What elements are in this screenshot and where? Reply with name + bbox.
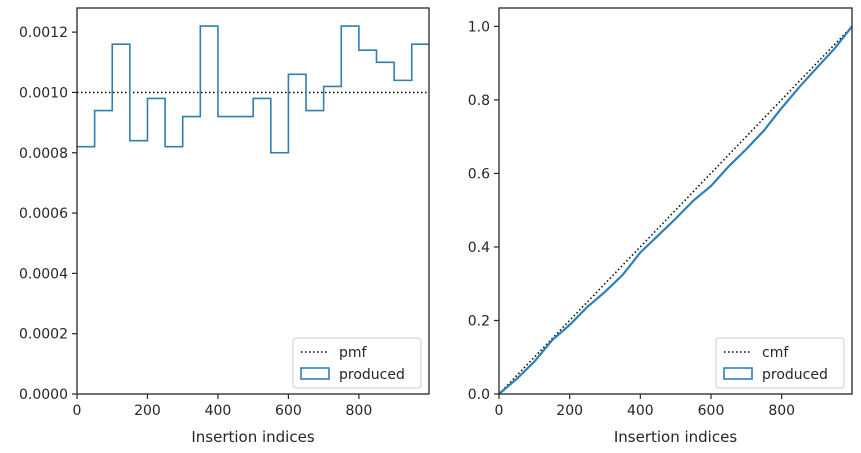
y-tick-label: 0.0008 <box>19 146 68 162</box>
x-tick-label: 0 <box>495 403 504 419</box>
y-tick-label: 0.0 <box>468 387 490 403</box>
y-tick-label: 0.8 <box>468 93 490 109</box>
x-tick-label: 600 <box>698 403 725 419</box>
y-tick-label: 0.2 <box>468 313 490 329</box>
y-tick-label: 0.0000 <box>19 387 68 403</box>
x-axis-label: Insertion indices <box>614 428 737 446</box>
y-tick-label: 0.0002 <box>19 327 68 343</box>
legend-label-produced: produced <box>762 367 828 383</box>
y-tick-label: 1.0 <box>468 19 490 35</box>
y-tick-label: 0.0012 <box>19 25 68 41</box>
chart-panel-1: 0 200 400 600 800 0.0000 0.0002 0.0004 0.0006 0.0… <box>19 7 430 446</box>
x-tick-label: 200 <box>556 403 583 419</box>
legend-box <box>292 337 422 389</box>
legend: pmf produced <box>292 337 422 389</box>
y-tick-label: 0.4 <box>468 240 490 256</box>
x-tick-label: 400 <box>627 403 654 419</box>
legend-label-pmf: pmf <box>339 345 368 361</box>
axes-frame <box>76 7 430 395</box>
series-produced-line <box>498 25 853 395</box>
series-cmf-line <box>498 25 853 395</box>
y-tick-label: 0.0006 <box>19 206 68 222</box>
axes-frame <box>498 7 853 395</box>
series-produced-line <box>77 25 430 154</box>
y-tick-label: 0.0004 <box>19 266 68 282</box>
legend-label-cmf: cmf <box>762 345 789 361</box>
x-axis-label: Insertion indices <box>191 428 314 446</box>
x-tick-label: 800 <box>768 403 795 419</box>
x-tick-label: 0 <box>73 403 82 419</box>
x-tick-label: 600 <box>275 403 302 419</box>
x-tick-label: 400 <box>205 403 232 419</box>
y-tick-label: 0.0010 <box>19 85 68 101</box>
chart-panel-2: 0 200 400 600 800 0.0 0.2 0.4 0.6 0.8 1.0 Insertion… <box>468 7 853 446</box>
legend-swatch-produced <box>723 367 753 380</box>
x-tick-label: 200 <box>134 403 161 419</box>
legend: cmf produced <box>715 337 845 389</box>
legend-label-produced: produced <box>339 367 405 383</box>
legend-swatch-produced <box>300 367 330 380</box>
legend-box <box>715 337 845 389</box>
x-tick-label: 800 <box>346 403 373 419</box>
y-tick-label: 0.6 <box>468 166 490 182</box>
